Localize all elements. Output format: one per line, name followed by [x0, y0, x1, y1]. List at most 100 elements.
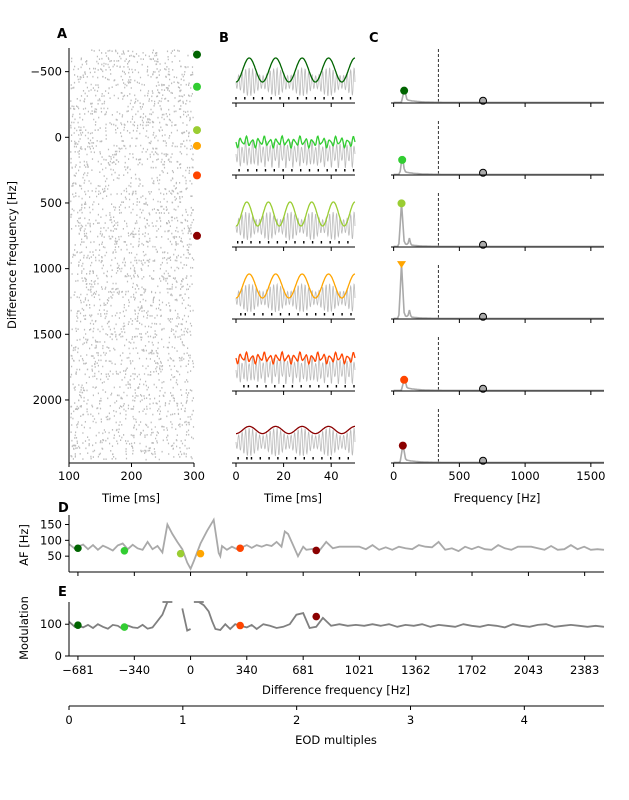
e-xtick-label: 2383	[570, 663, 599, 677]
c-xtick-label: 500	[448, 469, 470, 483]
eod-tick-label: 3	[407, 713, 414, 727]
raster-marker-2	[193, 82, 201, 91]
modulation-curve-3	[198, 601, 605, 631]
beat-envelope-5	[235, 350, 356, 366]
af-peak-marker-2	[398, 155, 407, 164]
e-xtick-label: 2043	[514, 663, 543, 677]
panel-a-raster	[70, 49, 201, 461]
panel-c-spectra: 0 500 1000 1500	[390, 49, 605, 483]
panel-e-xlabel: Difference frequency [Hz]	[262, 683, 410, 697]
panel-label-a: A	[57, 27, 67, 42]
spike-raster-2	[238, 169, 355, 172]
af-peak-marker-1	[400, 86, 409, 95]
beat-carrier-1	[235, 66, 356, 97]
b-xtick-label: 20	[276, 469, 291, 483]
panel-label-c: C	[369, 31, 379, 46]
e-xtick-label: 1021	[345, 663, 374, 677]
c-xtick-label: 0	[390, 469, 397, 483]
raster-marker-5	[193, 171, 201, 180]
af-peak-marker-6	[398, 441, 407, 450]
e-xtick-label: 1702	[457, 663, 486, 677]
panel-b-xlabel: Time [ms]	[263, 491, 322, 505]
raster-marker-3	[193, 126, 201, 135]
beat-carrier-4	[235, 282, 356, 313]
raster-marker-6	[193, 231, 201, 240]
a-xtick-label: 300	[183, 469, 205, 483]
mod-marker-4	[312, 612, 321, 621]
eod-tick-label: 1	[179, 713, 186, 727]
e-xtick-label: −681	[62, 663, 94, 677]
beat-envelope-6	[236, 425, 355, 435]
panel-a-ylabel: Difference frequency [Hz]	[5, 181, 19, 329]
d-ytick-label: 50	[47, 549, 62, 563]
spike-raster-4	[240, 313, 352, 316]
raster-marker-1	[193, 50, 201, 59]
panel-label-b: B	[219, 31, 229, 46]
d-ytick-label: 150	[40, 518, 62, 532]
power-spectrum-3	[393, 202, 604, 248]
panel-d-ylabel: AF [Hz]	[17, 524, 31, 566]
e-xtick-label: −340	[119, 663, 151, 677]
modulation-curve-1	[68, 601, 169, 631]
beat-carrier-3	[235, 211, 356, 242]
a-ytick-label: 1500	[33, 327, 62, 341]
a-ytick-label: 1000	[33, 262, 62, 276]
e-xtick-label: 0	[187, 663, 194, 677]
af-peak-marker-4	[397, 261, 407, 269]
eod-tick-label: 0	[65, 713, 72, 727]
a-ytick-label: −500	[30, 65, 62, 79]
d-ytick-label: 100	[40, 533, 62, 547]
panel-c-xlabel: Frequency [Hz]	[454, 491, 541, 505]
power-spectrum-4	[393, 263, 604, 320]
panel-label-d: D	[58, 501, 69, 516]
beat-envelope-1	[235, 57, 356, 83]
e-xtick-label: 1362	[401, 663, 430, 677]
beat-envelope-4	[235, 273, 356, 299]
a-xtick-label: 200	[121, 469, 143, 483]
spike-raster-1	[235, 97, 352, 100]
a-ytick-label: 0	[55, 130, 62, 144]
a-ytick-label: 2000	[33, 393, 62, 407]
af-marker-4	[196, 549, 205, 558]
raster-spikes	[70, 49, 195, 461]
af-marker-2	[120, 546, 129, 555]
b-xtick-label: 0	[232, 469, 239, 483]
power-spectrum-1	[393, 87, 604, 104]
e-xtick-label: 681	[292, 663, 314, 677]
af-peak-marker-3	[397, 199, 406, 208]
b-xtick-label: 40	[324, 469, 339, 483]
af-peak-marker-5	[400, 375, 409, 384]
power-spectrum-6	[393, 444, 604, 464]
panel-a-xlabel: Time [ms]	[101, 491, 160, 505]
c-xtick-label: 1500	[576, 469, 605, 483]
spike-raster-5	[243, 385, 355, 388]
beat-envelope-2	[235, 134, 356, 150]
raster-marker-4	[193, 141, 201, 150]
mod-marker-3	[236, 621, 244, 630]
eod-axis: 0 1 2 3 4	[65, 705, 604, 727]
af-marker-3	[176, 549, 185, 558]
spike-raster-6	[237, 457, 349, 460]
panel-e-ylabel: Modulation	[17, 596, 31, 660]
power-spectrum-2	[393, 155, 604, 176]
af-marker-5	[236, 544, 244, 553]
modulation-curve-2	[181, 608, 191, 632]
mod-marker-1	[74, 621, 82, 629]
eod-tick-label: 2	[293, 713, 300, 727]
spike-raster-3	[237, 241, 349, 244]
af-marker-6	[312, 546, 321, 555]
panel-b-beat-traces: 0 20 40	[232, 57, 356, 483]
beat-envelope-3	[235, 201, 356, 227]
af-marker-1	[74, 544, 82, 553]
mod-marker-2	[120, 623, 129, 631]
eod-tick-label: 4	[521, 713, 528, 727]
beat-carrier-6	[235, 426, 356, 457]
c-xtick-label: 1000	[510, 469, 539, 483]
e-ytick-label: 100	[40, 617, 62, 631]
e-ytick-label: 0	[55, 649, 62, 663]
a-xtick-label: 100	[58, 469, 80, 483]
panel-label-e: E	[58, 585, 67, 600]
eod-xlabel: EOD multiples	[295, 733, 377, 747]
